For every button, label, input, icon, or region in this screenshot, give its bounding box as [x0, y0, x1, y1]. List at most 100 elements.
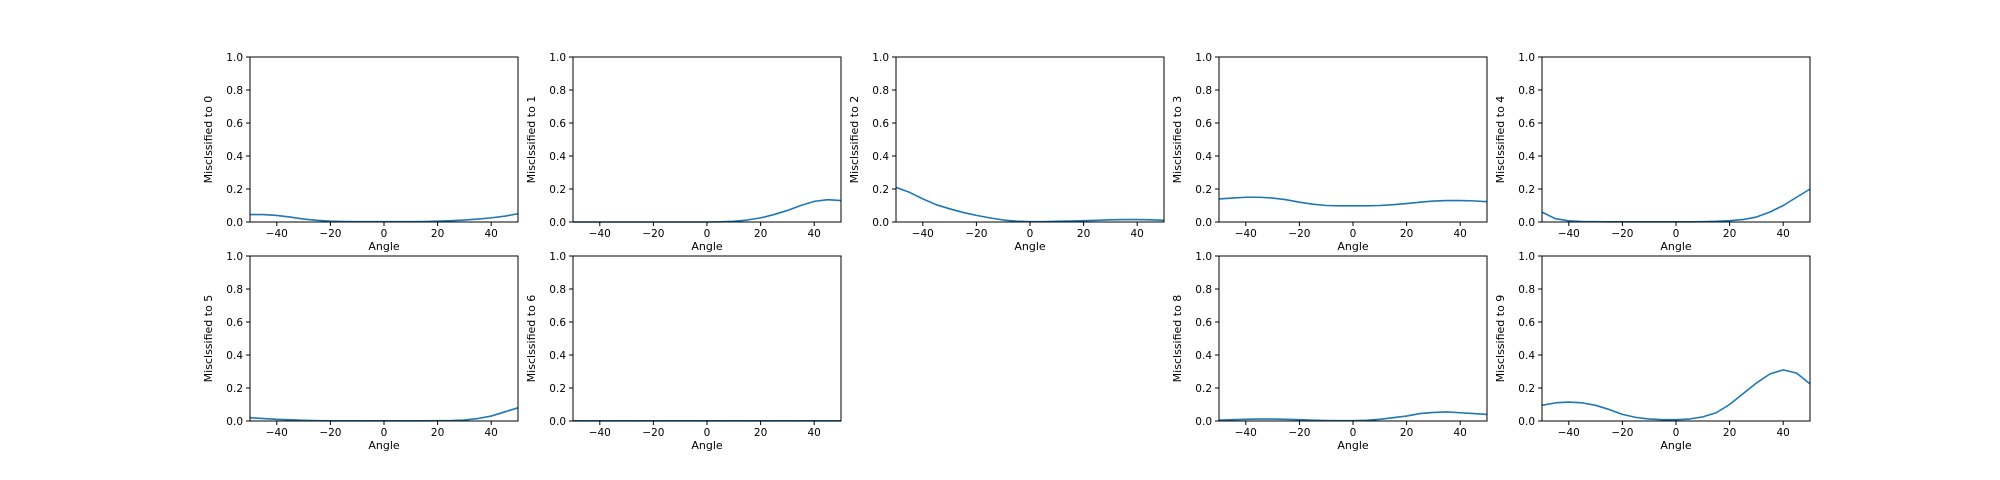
x-tick-label: −40 [589, 427, 611, 439]
y-tick-label: 0.8 [549, 284, 566, 296]
y-tick-label: 0.0 [1518, 416, 1535, 428]
y-tick-label: 1.0 [549, 52, 566, 64]
subplot-0: −40 −20 0 20 40 0.0 0.2 0.4 0.6 0.8 1.0 Angle Miscls… [202, 52, 519, 253]
y-axis-label: Misclssified to 6 [525, 295, 538, 383]
y-tick-label: 0.0 [1195, 416, 1212, 428]
y-tick-label: 0.0 [1195, 217, 1212, 229]
x-tick-label: 20 [1400, 427, 1413, 439]
y-tick-label: 1.0 [226, 52, 243, 64]
x-tick-label: −40 [912, 228, 934, 240]
y-axis-label: Misclssified to 4 [1494, 96, 1507, 184]
y-tick-label: 0.8 [1195, 284, 1212, 296]
y-tick-label: 1.0 [872, 52, 889, 64]
y-tick-label: 0.4 [1195, 151, 1212, 163]
x-axis-label: Angle [1337, 240, 1369, 253]
y-tick-label: 0.4 [1195, 350, 1212, 362]
y-tick-label: 0.4 [549, 350, 566, 362]
x-tick-label: 20 [754, 228, 767, 240]
x-tick-label: 20 [1400, 228, 1413, 240]
x-tick-label: 40 [485, 427, 498, 439]
y-axis-label: Misclssified to 5 [202, 295, 215, 383]
y-tick-label: 0.6 [872, 118, 889, 130]
y-tick-label: 0.8 [1518, 85, 1535, 97]
y-tick-label: 0.8 [226, 85, 243, 97]
y-tick-label: 0.8 [1195, 85, 1212, 97]
y-axis-label: Misclssified to 9 [1494, 295, 1507, 383]
x-axis-label: Angle [368, 240, 400, 253]
subplot-5: −40 −20 0 20 40 0.0 0.2 0.4 0.6 0.8 1.0 Angle Miscls… [202, 251, 519, 452]
series-line-0 [1541, 369, 1811, 421]
subplot-grid: −40 −20 0 20 40 0.0 0.2 0.4 0.6 0.8 1.0 Angle Miscls… [202, 52, 1811, 452]
y-tick-label: 0.2 [1195, 184, 1212, 196]
x-tick-label: 40 [1131, 228, 1144, 240]
y-axis-label: Misclssified to 8 [1171, 295, 1184, 383]
x-tick-label: 40 [1777, 427, 1790, 439]
y-tick-label: 0.4 [226, 350, 243, 362]
y-tick-label: 0.2 [1518, 383, 1535, 395]
y-axis-label: Misclssified to 3 [1171, 96, 1184, 184]
x-tick-label: 40 [808, 228, 821, 240]
y-tick-label: 0.2 [226, 184, 243, 196]
x-axis-label: Angle [1014, 240, 1046, 253]
y-tick-label: 0.4 [1518, 350, 1535, 362]
x-tick-label: −20 [965, 228, 987, 240]
y-tick-label: 0.8 [226, 284, 243, 296]
x-tick-label: 20 [1077, 228, 1090, 240]
x-tick-label: 0 [1350, 228, 1357, 240]
x-tick-label: 0 [1350, 427, 1357, 439]
y-tick-label: 1.0 [1195, 251, 1212, 263]
x-axis-label: Angle [691, 240, 723, 253]
y-tick-label: 0.4 [226, 151, 243, 163]
y-tick-label: 0.8 [872, 85, 889, 97]
x-tick-label: −20 [642, 228, 664, 240]
y-tick-label: 0.2 [549, 383, 566, 395]
y-tick-label: 0.0 [549, 217, 566, 229]
y-axis-label: Misclssified to 1 [525, 96, 538, 184]
y-axis-label: Misclssified to 0 [202, 96, 215, 184]
y-tick-label: 0.2 [1518, 184, 1535, 196]
y-tick-label: 0.2 [226, 383, 243, 395]
y-tick-label: 0.0 [872, 217, 889, 229]
y-axis-label: Misclssified to 2 [848, 96, 861, 184]
series-line-0 [1218, 196, 1488, 207]
x-tick-label: 40 [485, 228, 498, 240]
x-tick-label: −20 [1611, 228, 1633, 240]
x-tick-label: 0 [704, 228, 711, 240]
x-tick-label: 40 [1777, 228, 1790, 240]
y-tick-label: 1.0 [1195, 52, 1212, 64]
x-tick-label: −40 [266, 427, 288, 439]
subplot-1: −40 −20 0 20 40 0.0 0.2 0.4 0.6 0.8 1.0 Angle Miscls… [525, 52, 842, 253]
x-tick-label: 20 [431, 228, 444, 240]
y-tick-label: 0.2 [549, 184, 566, 196]
x-tick-label: 20 [1723, 228, 1736, 240]
x-axis-label: Angle [691, 439, 723, 452]
x-tick-label: 0 [1027, 228, 1034, 240]
y-tick-label: 0.4 [872, 151, 889, 163]
x-tick-label: −40 [266, 228, 288, 240]
y-tick-label: 0.0 [549, 416, 566, 428]
x-tick-label: −40 [1558, 427, 1580, 439]
subplot-3: −40 −20 0 20 40 0.0 0.2 0.4 0.6 0.8 1.0 Angle Miscls… [1171, 52, 1488, 253]
y-tick-label: 0.6 [1518, 317, 1535, 329]
subplot-2: −40 −20 0 20 40 0.0 0.2 0.4 0.6 0.8 1.0 Angle Miscls… [848, 52, 1165, 253]
x-tick-label: −20 [642, 427, 664, 439]
x-tick-label: 0 [381, 427, 388, 439]
x-tick-label: 0 [381, 228, 388, 240]
y-tick-label: 0.8 [1518, 284, 1535, 296]
y-tick-label: 1.0 [1518, 251, 1535, 263]
y-tick-label: 0.6 [226, 118, 243, 130]
y-tick-label: 1.0 [1518, 52, 1535, 64]
x-tick-label: −40 [1235, 427, 1257, 439]
subplot-9: −40 −20 0 20 40 0.0 0.2 0.4 0.6 0.8 1.0 Angle Miscls… [1494, 251, 1811, 452]
y-tick-label: 0.6 [226, 317, 243, 329]
y-tick-label: 0.2 [872, 184, 889, 196]
x-tick-label: −40 [589, 228, 611, 240]
x-axis-label: Angle [1660, 439, 1692, 452]
x-axis-label: Angle [368, 439, 400, 452]
x-tick-label: 0 [1673, 228, 1680, 240]
y-tick-label: 1.0 [549, 251, 566, 263]
y-tick-label: 0.6 [1195, 118, 1212, 130]
x-tick-label: 0 [704, 427, 711, 439]
